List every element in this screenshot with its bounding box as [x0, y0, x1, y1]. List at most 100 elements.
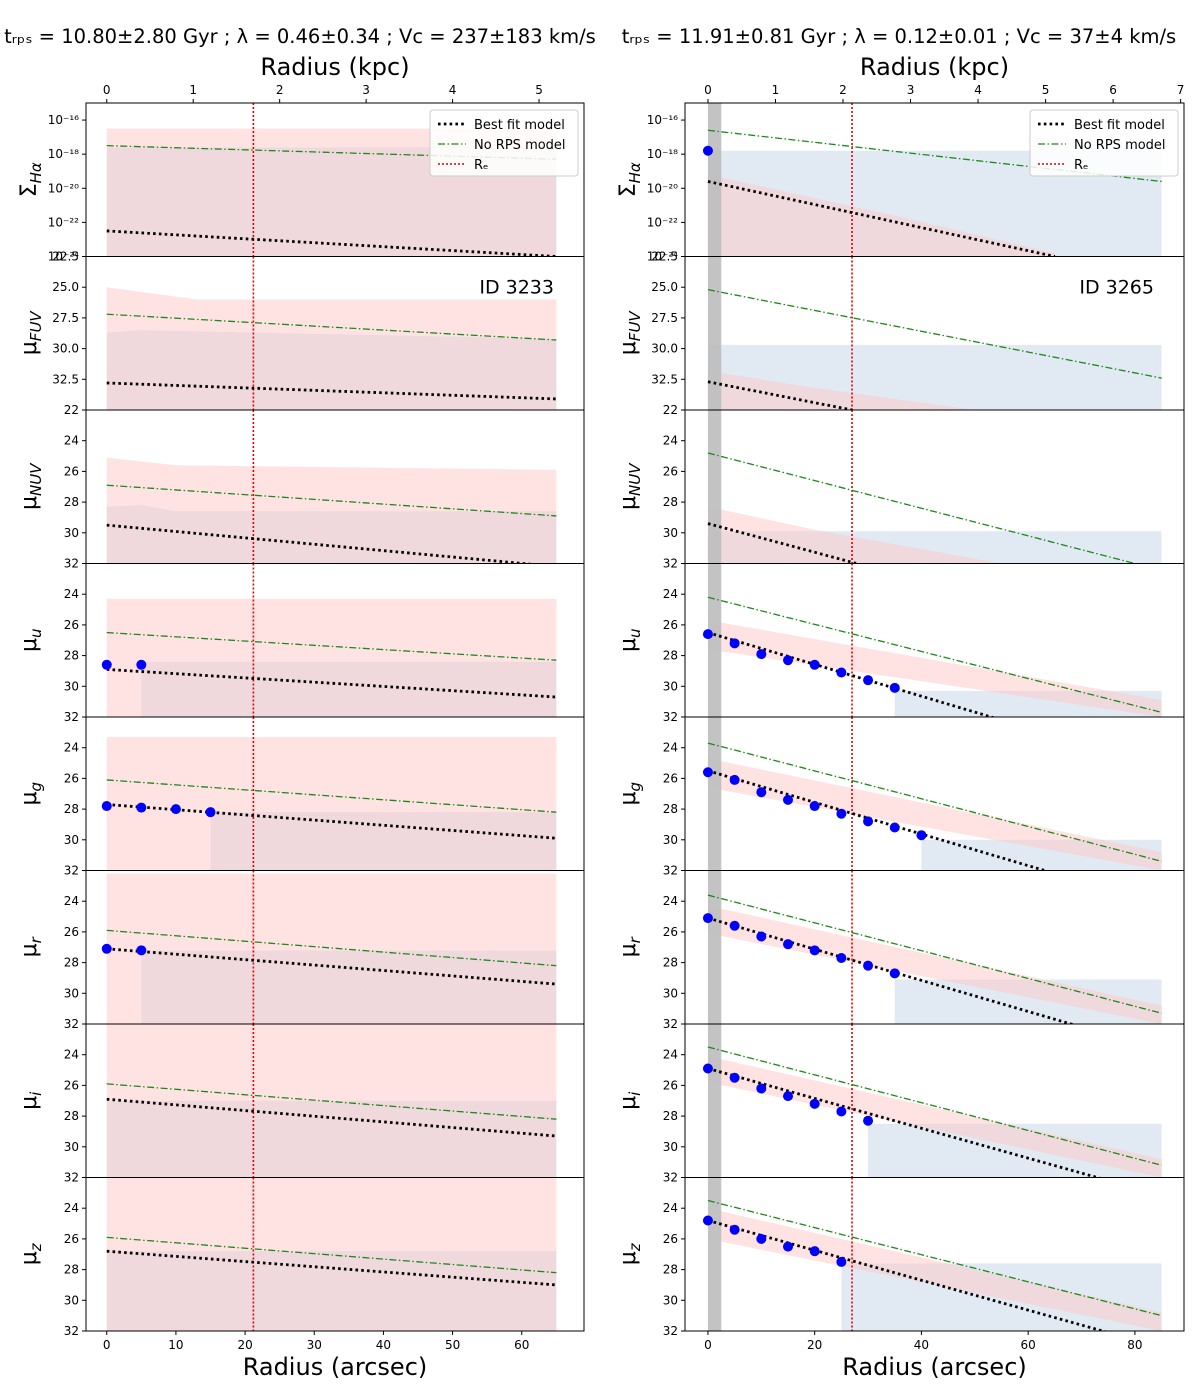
- panel-plot-area: [106, 410, 557, 564]
- panel-5: 24 26 28 30 32 μg: [616, 716, 1185, 878]
- y-tick-label: 24: [663, 434, 678, 448]
- no-rps-model-line: [707, 452, 1136, 564]
- observed-limit-band: [868, 1123, 1162, 1178]
- observed-point: [783, 1091, 794, 1102]
- column-id-3265: tᵣₚₛ = 11.91±0.81 Gyr ; λ = 0.12±0.01 ; …: [616, 25, 1185, 1381]
- y-tick-label: 30: [64, 526, 79, 540]
- y-tick-label: 26: [663, 925, 678, 939]
- model-uncertainty-band: [106, 1177, 557, 1331]
- panel-1: 10⁻¹⁶ 10⁻¹⁸ 10⁻²⁰ 10⁻²² 10⁻²⁴ ΣHα Best fit mod…: [17, 102, 585, 264]
- observed-point: [702, 913, 713, 924]
- model-uncertainty-band: [707, 370, 975, 410]
- observed-point: [836, 1256, 847, 1267]
- top-axis-label: Radius (kpc): [260, 53, 409, 81]
- x-tick-label: 0: [704, 1338, 712, 1352]
- panel-plot-area: [101, 563, 557, 717]
- model-uncertainty-band: [106, 873, 557, 1024]
- top-tick-label: 5: [535, 83, 543, 97]
- top-tick-label: 2: [276, 83, 284, 97]
- top-tick-label: 7: [1177, 83, 1185, 97]
- galaxy-id-label: ID 3233: [479, 277, 554, 299]
- panel-ylabel: μi: [17, 1091, 45, 1110]
- panel-plot-area: [707, 256, 1162, 410]
- x-tick-label: 80: [1127, 1338, 1142, 1352]
- y-tick-label: 10⁻¹⁸: [647, 147, 678, 161]
- observed-point: [756, 649, 767, 660]
- y-tick-label: 32: [663, 1171, 678, 1185]
- model-uncertainty-band: [707, 905, 1162, 1024]
- panel-plot-area: [702, 1024, 1162, 1178]
- observed-point: [101, 943, 112, 954]
- observed-point: [863, 675, 874, 686]
- panel-4: 24 26 28 30 32 μu: [616, 563, 1185, 724]
- observed-point: [809, 1246, 820, 1257]
- observed-point: [783, 794, 794, 805]
- no-rps-model-line: [707, 1046, 1162, 1166]
- panel-ylabel: μFUV: [17, 310, 45, 356]
- psf-region: [707, 870, 722, 1024]
- column-id-3233: tᵣₚₛ = 10.80±2.80 Gyr ; λ = 0.46±0.34 ; …: [4, 25, 596, 1381]
- top-tick-label: 1: [189, 83, 197, 97]
- panel-3: 22 24 26 28 30 32 μNUV: [17, 403, 585, 571]
- x-tick-label: 30: [307, 1338, 322, 1352]
- panel-6: 24 26 28 30 32 μr: [616, 870, 1185, 1031]
- observed-point: [756, 787, 767, 798]
- panel-8: 24 26 28 30 32 μz: [17, 1177, 585, 1338]
- panel-2: 22.5 25.0 27.5 30.0 32.5 μFUV ID 3265: [616, 250, 1185, 411]
- observed-point: [836, 1106, 847, 1117]
- y-tick-label: 28: [663, 649, 678, 663]
- model-uncertainty-band: [707, 1056, 1162, 1178]
- model-uncertainty-band: [707, 506, 1002, 564]
- y-tick-label: 24: [663, 894, 678, 908]
- observed-point: [702, 1063, 713, 1074]
- y-tick-label: 32: [663, 1017, 678, 1031]
- y-tick-label: 28: [663, 495, 678, 509]
- chart-title: tᵣₚₛ = 11.91±0.81 Gyr ; λ = 0.12±0.01 ; …: [622, 25, 1176, 48]
- y-tick-label: 24: [663, 1201, 678, 1215]
- panel-plot-area: [702, 717, 1162, 871]
- panel-plot-area: [106, 1177, 557, 1331]
- x-tick-label: 10: [168, 1338, 183, 1352]
- y-tick-label: 30: [64, 679, 79, 693]
- y-tick-label: 28: [64, 956, 79, 970]
- y-tick-label: 27.5: [651, 311, 678, 325]
- panel-ylabel: μz: [616, 1242, 644, 1265]
- best-fit-model-line: [707, 180, 1056, 257]
- y-tick-label: 24: [64, 434, 79, 448]
- galaxy-id-label: ID 3265: [1079, 277, 1154, 299]
- top-tick-label: 3: [362, 83, 370, 97]
- x-tick-label: 20: [807, 1338, 822, 1352]
- panel-ylabel: μFUV: [616, 310, 644, 356]
- best-fit-model-line: [707, 380, 853, 410]
- observed-point: [836, 952, 847, 963]
- panel-plot-area: [702, 1177, 1162, 1331]
- y-tick-label: 28: [663, 802, 678, 816]
- y-tick-label: 10⁻²⁰: [647, 181, 678, 195]
- panel-plot-area: [106, 1024, 557, 1178]
- y-tick-label: 32: [663, 864, 678, 878]
- observed-point: [136, 659, 147, 670]
- no-rps-model-line: [707, 894, 1162, 1014]
- panel-ylabel: μNUV: [616, 462, 644, 510]
- observed-point: [702, 629, 713, 640]
- legend: Best fit model No RPS model Rₑ: [1029, 109, 1179, 177]
- panel-plot-area: [707, 410, 1162, 564]
- y-tick-label: 26: [64, 1232, 79, 1246]
- panel-ylabel: μz: [17, 1242, 45, 1265]
- y-tick-label: 32: [64, 557, 79, 571]
- panel-plot-area: [101, 717, 557, 871]
- y-tick-label: 32: [64, 710, 79, 724]
- legend-re-label: Rₑ: [474, 158, 488, 173]
- chart-title: tᵣₚₛ = 10.80±2.80 Gyr ; λ = 0.46±0.34 ; …: [4, 25, 596, 48]
- top-tick-label: 0: [704, 83, 712, 97]
- best-fit-model-line: [707, 522, 863, 564]
- y-tick-label: 30: [663, 1293, 678, 1307]
- model-uncertainty-band: [707, 620, 1162, 717]
- observed-point: [889, 822, 900, 833]
- observed-point: [783, 1241, 794, 1252]
- panel-6: 24 26 28 30 32 μr: [17, 870, 585, 1031]
- y-tick-label: 22: [64, 403, 79, 417]
- no-rps-model-line: [707, 289, 1162, 379]
- y-tick-label: 24: [64, 1048, 79, 1062]
- y-tick-label: 26: [663, 464, 678, 478]
